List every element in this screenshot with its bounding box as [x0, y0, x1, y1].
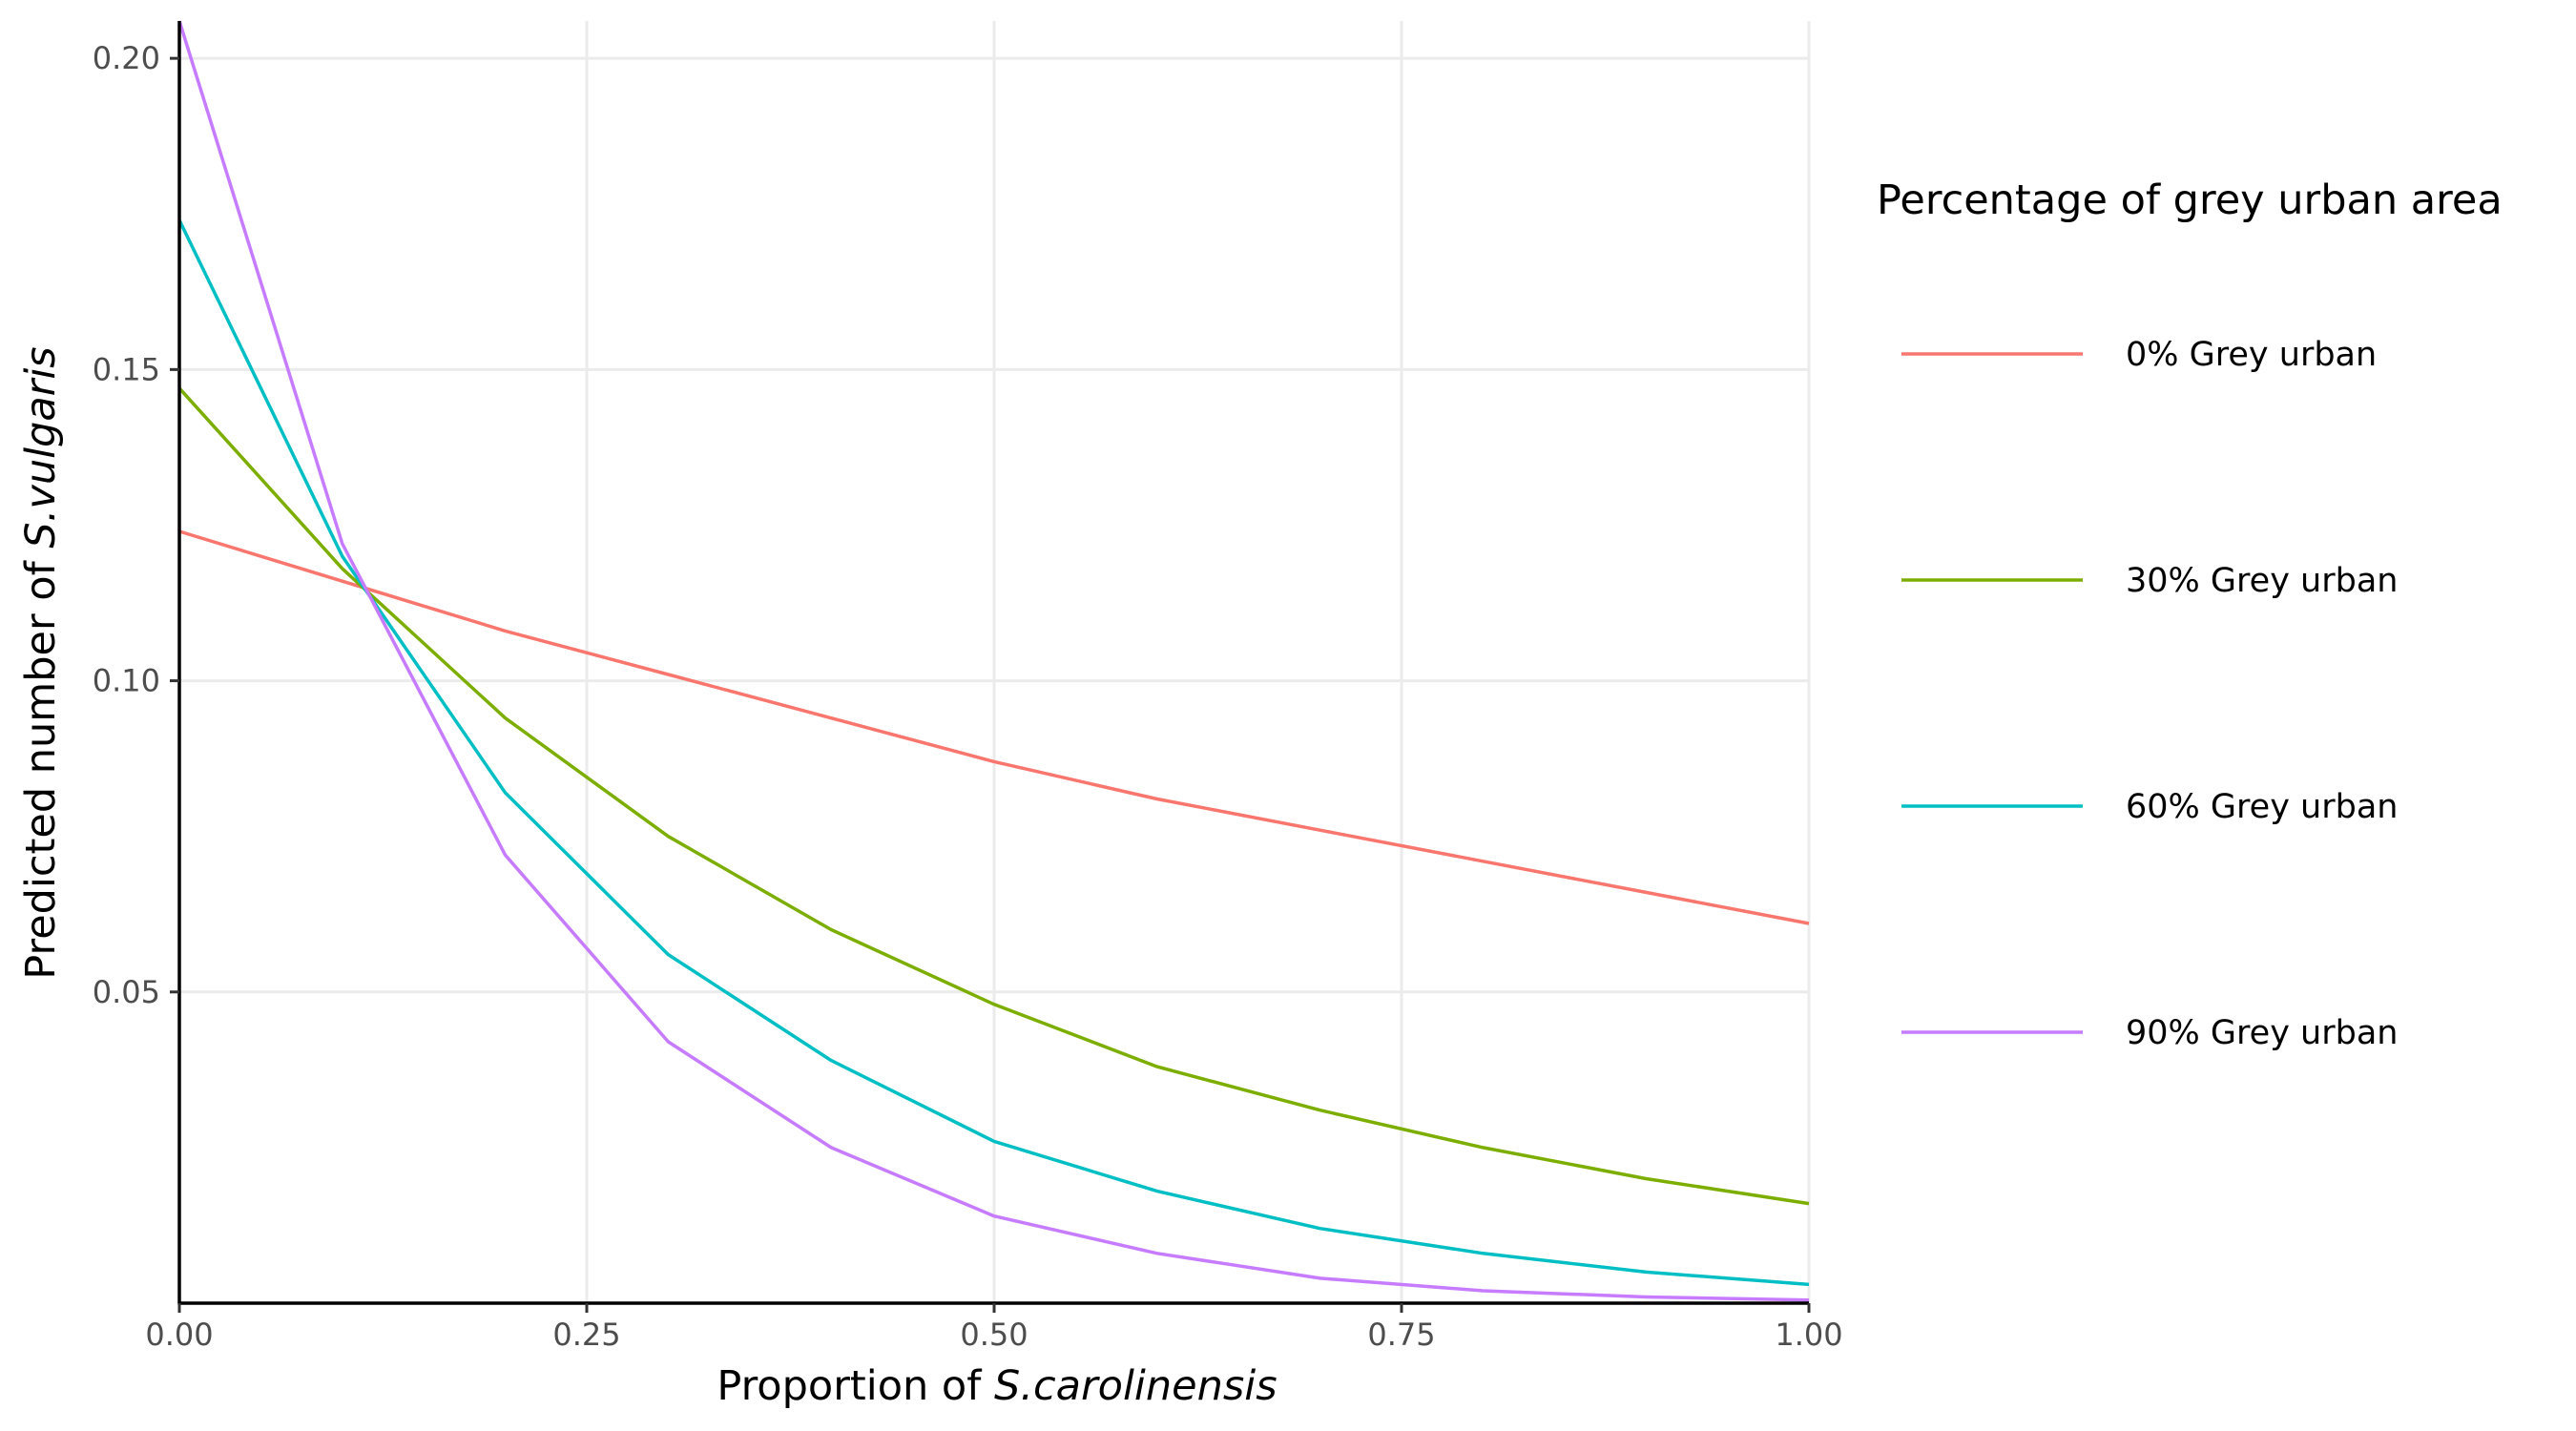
- y-tick-label: 0.10: [93, 663, 160, 699]
- legend-label: 90% Grey urban: [2126, 1014, 2398, 1052]
- series-line-0pct-grey-urban: [178, 529, 1810, 925]
- series-line-30pct-grey-urban: [177, 386, 1810, 1206]
- x-tick-label: 1.00: [1775, 1317, 1842, 1353]
- legend-label: 30% Grey urban: [2126, 562, 2398, 600]
- x-tick-label: 0.25: [552, 1317, 620, 1353]
- series-lines: [177, 20, 1810, 1302]
- y-tick-label: 0.20: [93, 40, 160, 76]
- legend-item: 0% Grey urban: [1901, 336, 2377, 374]
- legend-title: Percentage of grey urban area: [1877, 176, 2503, 224]
- legend-item: 90% Grey urban: [1901, 1014, 2398, 1052]
- legend-label: 0% Grey urban: [2126, 336, 2377, 374]
- x-axis-title-species: S.carolinensis: [994, 1362, 1278, 1410]
- series-line-60pct-grey-urban: [177, 219, 1810, 1287]
- legend-items: 0% Grey urban 30% Grey urban 60% Grey urba…: [1901, 336, 2398, 1052]
- grid-lines: [179, 21, 1811, 1303]
- legend-label: 60% Grey urban: [2126, 788, 2398, 826]
- axes: [170, 21, 1811, 1313]
- x-tick-label: 0.50: [960, 1317, 1028, 1353]
- y-axis-title: Predicted number of S.vulgaris: [17, 346, 65, 979]
- series-line-90pct-grey-urban: [177, 20, 1810, 1302]
- x-axis-title: Proportion of S.carolinensis: [717, 1362, 1277, 1410]
- x-tick-label: 0.75: [1367, 1317, 1435, 1353]
- y-axis-title-species: S.vulgaris: [17, 346, 65, 548]
- x-tick-labels: 0.00 0.25 0.50 0.75 1.00: [145, 1317, 1842, 1353]
- x-tick-label: 0.00: [145, 1317, 213, 1353]
- y-tick-label: 0.15: [93, 351, 160, 387]
- legend-item: 60% Grey urban: [1901, 788, 2398, 826]
- y-tick-labels: 0.05 0.10 0.15 0.20: [93, 40, 160, 1010]
- legend: Percentage of grey urban area 0% Grey ur…: [1877, 176, 2503, 1052]
- legend-item: 30% Grey urban: [1901, 562, 2398, 600]
- y-tick-label: 0.05: [93, 974, 160, 1010]
- x-axis-title-prefix: Proportion of: [717, 1362, 994, 1410]
- y-axis-title-prefix: Predicted number of: [17, 549, 65, 980]
